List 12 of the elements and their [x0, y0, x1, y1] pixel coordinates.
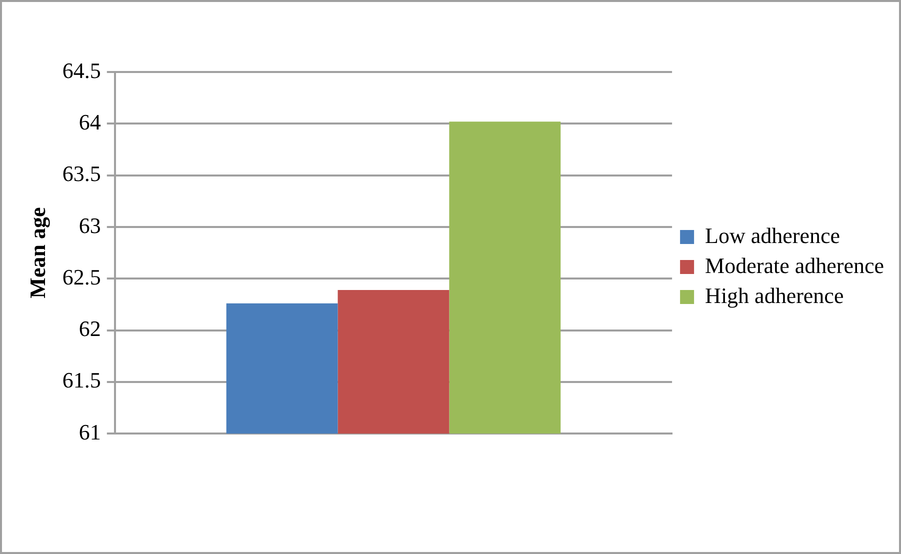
legend-label: High adherence [705, 282, 844, 308]
y-tick-label: 63.5 [62, 161, 101, 186]
y-tick-label: 64 [78, 109, 101, 134]
y-tick-label: 61 [78, 419, 101, 444]
y-axis-title: Mean age [24, 207, 50, 298]
y-tick-label: 61.5 [62, 368, 101, 393]
y-tick-label: 62 [78, 316, 101, 342]
y-tick-label: 63 [78, 212, 101, 238]
legend-label: Moderate adherence [705, 252, 884, 278]
y-tick-label: 62.5 [62, 264, 101, 290]
y-tick-label: 64.5 [62, 58, 101, 83]
legend-label: Low adherence [705, 222, 840, 248]
